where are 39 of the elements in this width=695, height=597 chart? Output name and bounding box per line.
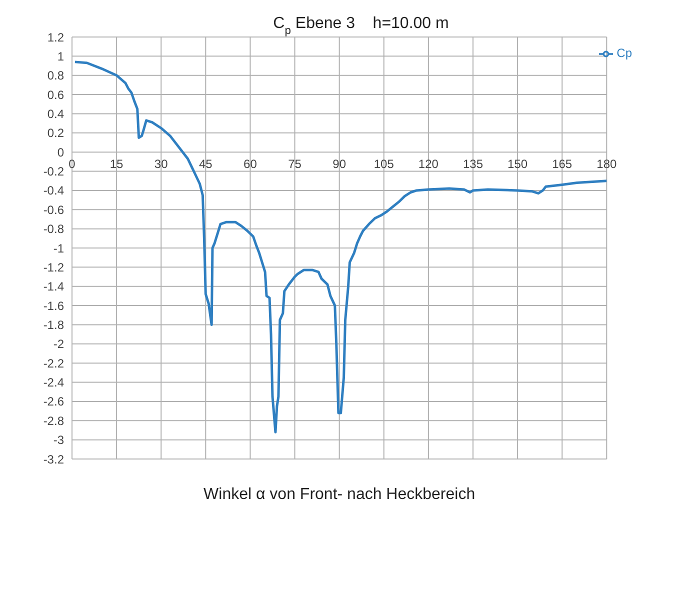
y-tick-label: -2 xyxy=(53,337,64,352)
y-tick-label: -0.8 xyxy=(43,222,64,236)
x-tick-label: 105 xyxy=(374,157,394,172)
y-tick-label: 1 xyxy=(57,49,64,64)
chart-title: C$_{p}$ Ebene 3 h=10.00 m xyxy=(273,15,449,37)
x-tick-label: 0 xyxy=(68,157,76,172)
y-tick-label: -2.2 xyxy=(43,356,64,370)
x-tick-label: 60 xyxy=(244,157,258,172)
x-tick-label: 75 xyxy=(288,157,302,172)
y-tick-label: 0 xyxy=(57,145,64,160)
y-tick-label: -1.6 xyxy=(43,298,64,313)
y-tick-label: 1.2 xyxy=(47,30,64,44)
y-tick-label: -2.4 xyxy=(43,376,64,390)
y-tick-label: 0.2 xyxy=(47,126,64,140)
y-tick-label: -0.6 xyxy=(43,202,64,217)
legend-label: Cp xyxy=(616,46,632,60)
y-tick-label: -2.8 xyxy=(43,414,64,428)
x-tick-label: 135 xyxy=(462,157,484,172)
y-tick-label: -1 xyxy=(53,241,64,256)
x-tick-label: 180 xyxy=(596,157,617,172)
x-tick-label: 150 xyxy=(508,157,528,172)
y-tick-label: -1.4 xyxy=(43,280,64,294)
y-tick-label: -2.6 xyxy=(43,394,64,409)
x-axis-title: Winkel α von Front- nach Heckbereich xyxy=(204,486,476,503)
x-tick-label: 30 xyxy=(154,157,168,172)
x-tick-label: 165 xyxy=(552,157,572,172)
y-tick-label: -0.2 xyxy=(43,164,64,179)
x-tick-label: 90 xyxy=(332,157,346,172)
y-tick-label: -1.2 xyxy=(43,260,64,274)
x-tick-label: 45 xyxy=(198,157,213,172)
y-tick-label: 0.6 xyxy=(47,88,64,102)
x-tick-label: 15 xyxy=(110,157,124,172)
y-tick-label: -0.4 xyxy=(43,184,64,198)
y-tick-label: -1.8 xyxy=(43,318,64,332)
y-tick-label: 0.4 xyxy=(47,106,64,121)
y-tick-label: 0.8 xyxy=(47,68,64,83)
y-tick-label: -3 xyxy=(53,433,64,448)
x-tick-label: 120 xyxy=(418,157,439,172)
y-tick-label: -3.2 xyxy=(43,452,64,466)
